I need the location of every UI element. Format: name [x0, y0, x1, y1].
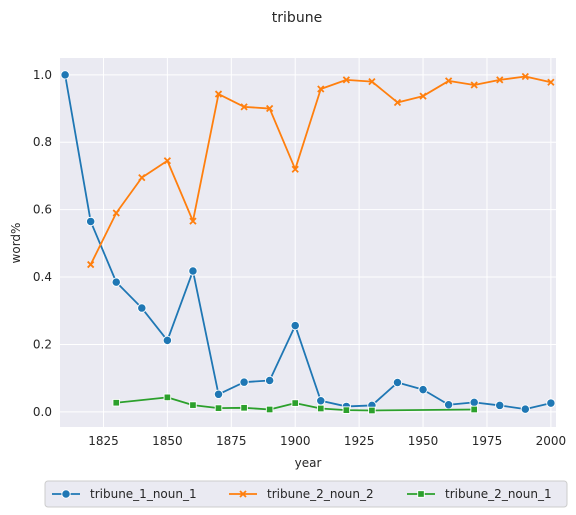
data-point — [87, 260, 95, 269]
x-tick-label: 1875 — [216, 434, 247, 448]
grid — [60, 58, 556, 427]
legend-label: tribune_2_noun_1 — [445, 487, 552, 501]
data-point — [163, 393, 172, 402]
x-tick-label: 1975 — [472, 434, 503, 448]
data-point — [112, 398, 120, 407]
data-point — [111, 277, 121, 287]
chart-title: tribune — [272, 10, 322, 26]
data-point — [317, 85, 325, 93]
legend-entry: tribune_2_noun_1 — [407, 487, 552, 501]
data-point — [469, 397, 479, 408]
legend-marker — [239, 490, 247, 498]
data-point — [163, 157, 172, 165]
data-point — [291, 165, 299, 173]
data-point — [470, 81, 478, 89]
series-tribune_1_noun_1 — [60, 70, 556, 414]
data-point — [444, 77, 453, 85]
data-point — [368, 77, 376, 86]
data-point — [213, 389, 224, 399]
data-point — [546, 398, 556, 408]
data-point — [240, 404, 248, 412]
data-point — [419, 92, 427, 100]
y-axis: 0.0 0.2 0.4 0.6 0.8 1.0 — [33, 68, 52, 419]
data-point — [264, 375, 275, 386]
data-point — [291, 399, 299, 407]
y-tick-label: 0.8 — [33, 135, 52, 149]
y-tick-label: 0.2 — [33, 337, 52, 351]
data-point — [496, 76, 504, 84]
data-point — [393, 98, 402, 107]
data-point — [112, 209, 120, 217]
data-point — [520, 404, 530, 414]
data-point — [342, 406, 351, 414]
data-point — [60, 70, 70, 80]
series-tribune_2_noun_2 — [87, 72, 555, 269]
legend-marker — [417, 490, 425, 498]
y-tick-label: 0.0 — [33, 405, 52, 419]
data-point — [188, 266, 198, 276]
legend-label: tribune_1_noun_1 — [90, 487, 197, 501]
y-tick-label: 1.0 — [33, 68, 52, 82]
data-point — [137, 303, 147, 313]
data-point — [317, 404, 325, 413]
data-point — [189, 217, 197, 225]
x-axis: 1825 1850 1875 1900 1925 1950 1975 2000 — [88, 434, 566, 448]
plot-area — [60, 58, 556, 427]
legend-entry: tribune_2_noun_2 — [229, 487, 374, 501]
y-tick-label: 0.6 — [33, 203, 52, 217]
y-axis-label: word% — [9, 223, 23, 264]
x-tick-label: 1900 — [280, 434, 311, 448]
x-tick-label: 1850 — [152, 434, 183, 448]
data-point — [265, 405, 274, 414]
data-point — [368, 406, 376, 415]
data-point — [470, 405, 478, 414]
x-tick-label: 1925 — [344, 434, 375, 448]
x-tick-label: 2000 — [536, 434, 567, 448]
data-point — [214, 90, 223, 98]
data-point — [138, 173, 146, 182]
data-point — [495, 400, 505, 411]
data-point — [290, 320, 300, 331]
data-point — [240, 103, 248, 111]
legend-frame — [44, 480, 568, 508]
data-point — [266, 104, 274, 113]
series-tribune_2_noun_1 — [112, 393, 478, 415]
data-point — [392, 377, 403, 388]
legend-label: tribune_2_noun_2 — [267, 487, 374, 501]
data-point — [86, 216, 96, 227]
x-tick-label: 1825 — [88, 434, 119, 448]
data-point — [443, 400, 454, 410]
data-point — [239, 377, 249, 387]
data-point — [547, 78, 555, 86]
data-point — [214, 404, 223, 412]
legend-marker — [61, 489, 71, 499]
data-point — [189, 401, 197, 409]
data-point — [521, 72, 529, 81]
x-axis-label: year — [295, 456, 322, 470]
data-point — [342, 76, 350, 84]
data-point — [418, 384, 428, 395]
data-point — [162, 335, 173, 346]
series-group — [60, 70, 556, 415]
data-point — [316, 396, 326, 406]
x-tick-label: 1950 — [408, 434, 439, 448]
legend: tribune_1_noun_1 tribune_2_noun_2 tribune_… — [44, 480, 568, 508]
y-tick-label: 0.4 — [33, 270, 52, 284]
legend-entry: tribune_1_noun_1 — [52, 487, 197, 501]
